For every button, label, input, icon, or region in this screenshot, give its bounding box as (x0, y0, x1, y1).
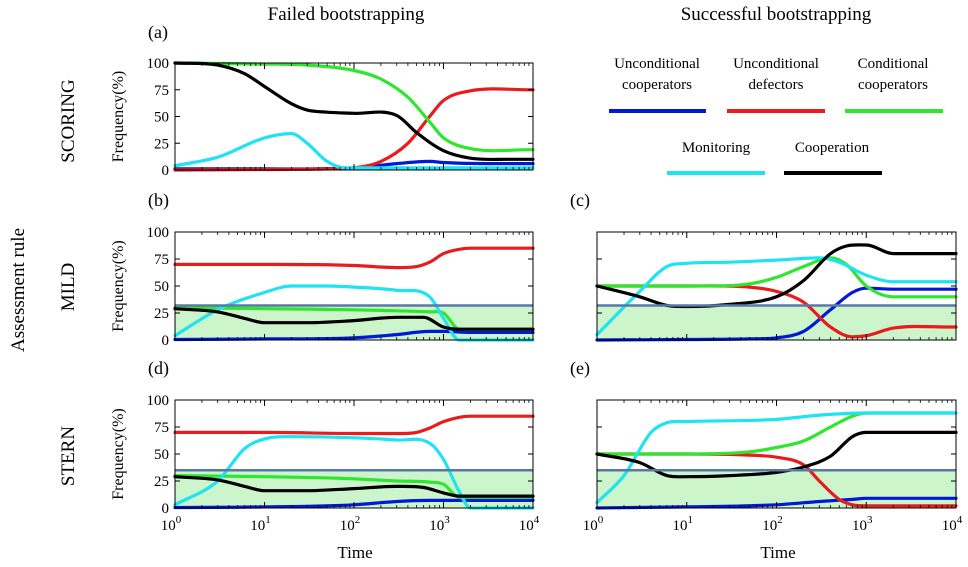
y-tick-label: 50 (154, 110, 169, 126)
x-tick-label: 103 (429, 514, 450, 534)
series-line-unconditional-cooperators (595, 286, 958, 342)
y-tick-label: 100 (147, 393, 170, 409)
y-tick-label: 50 (154, 447, 169, 463)
series-line-conditional-cooperators (173, 61, 535, 153)
x-tick-label: 101 (673, 514, 694, 534)
panel-b: (b) 100 75 50 25 0 Frequency(%) (110, 190, 535, 349)
panel-d: (d) 100 101 102 103 104 100 75 50 25 0 Frequency(%) (110, 358, 540, 534)
y-tick-label: 0 (162, 163, 170, 179)
series-line-cooperation (173, 307, 535, 331)
y-tick-label: 100 (147, 225, 170, 241)
legend-label: Cooperation (795, 140, 870, 156)
column-title-failed: Failed bootstrapping (268, 4, 425, 25)
panel-label: (d) (148, 358, 169, 379)
y-tick-label: 25 (154, 136, 169, 152)
y-axis-label: Frequency(%) (110, 240, 127, 332)
legend-label: cooperators (858, 77, 928, 93)
series-line-cooperation (173, 475, 535, 498)
legend-item-monitoring: Monitoring (667, 140, 765, 175)
x-tick-label: 100 (161, 514, 182, 534)
panel-c: (c) (570, 190, 958, 342)
y-axis-label: Frequency(%) (110, 408, 127, 500)
legend-label: cooperators (622, 77, 692, 93)
legend: Unconditional cooperators Unconditional def… (609, 56, 943, 175)
column-title-successful: Successful bootstrapping (681, 4, 872, 25)
x-tick-label: 101 (250, 514, 271, 534)
y-tick-label: 75 (154, 83, 169, 99)
x-tick-label: 104 (942, 514, 963, 534)
legend-item-conditional-cooperators: Conditional cooperators (845, 56, 943, 113)
y-axis-label: Frequency(%) (110, 71, 127, 163)
y-tick-label: 0 (162, 501, 170, 517)
y-tick-label: 50 (154, 279, 169, 295)
x-tick-label: 102 (762, 514, 783, 534)
legend-label: Unconditional (733, 56, 819, 72)
y-tick-label: 75 (154, 252, 169, 268)
legend-label: Unconditional (614, 56, 700, 72)
y-tick-label: 25 (154, 306, 169, 322)
series-line-cooperation (173, 61, 535, 162)
legend-item-unconditional-cooperators: Unconditional cooperators (609, 56, 706, 113)
x-tick-label: 100 (583, 514, 604, 534)
row-axis-label: Assessment rule (8, 228, 29, 352)
row-label-mild: MILD (58, 263, 79, 312)
legend-label: Monitoring (682, 140, 751, 156)
series-line-unconditional-defectors (173, 87, 535, 172)
series-line-unconditional-defectors (173, 414, 535, 436)
legend-item-cooperation: Cooperation (784, 140, 882, 175)
y-tick-label: 75 (154, 420, 169, 436)
x-axis-label-right: Time (760, 543, 795, 562)
series-line-conditional-cooperators (595, 256, 958, 299)
x-axis-label-left: Time (337, 543, 372, 562)
legend-label: Conditional (858, 56, 929, 72)
legend-item-unconditional-defectors: Unconditional defectors (727, 56, 825, 113)
x-tick-label: 104 (519, 514, 540, 534)
panel-e: (e) 100 101 102 103 104 (570, 358, 963, 534)
panel-label: (c) (570, 190, 590, 211)
y-tick-label: 100 (147, 56, 170, 72)
y-tick-label: 25 (154, 474, 169, 490)
panels: (a) 100 75 50 25 0 Frequency(%) (b) 100 75 50 25 0 Fr… (110, 22, 963, 534)
legend-label: defectors (749, 77, 804, 93)
threshold-shade (597, 470, 956, 508)
panel-label: (a) (148, 22, 168, 43)
row-label-stern: STERN (58, 426, 79, 486)
row-label-scoring: SCORING (58, 79, 79, 163)
y-tick-label: 0 (162, 333, 170, 349)
series-line-monitoring (595, 256, 958, 337)
series-line-monitoring (173, 435, 535, 510)
x-tick-label: 102 (340, 514, 361, 534)
panel-a: (a) 100 75 50 25 0 Frequency(%) (110, 22, 535, 179)
series-line-monitoring (173, 132, 535, 170)
x-tick-label: 103 (852, 514, 873, 534)
series-line-unconditional-defectors (173, 246, 535, 270)
panel-label: (e) (570, 358, 590, 379)
panel-label: (b) (148, 190, 169, 211)
